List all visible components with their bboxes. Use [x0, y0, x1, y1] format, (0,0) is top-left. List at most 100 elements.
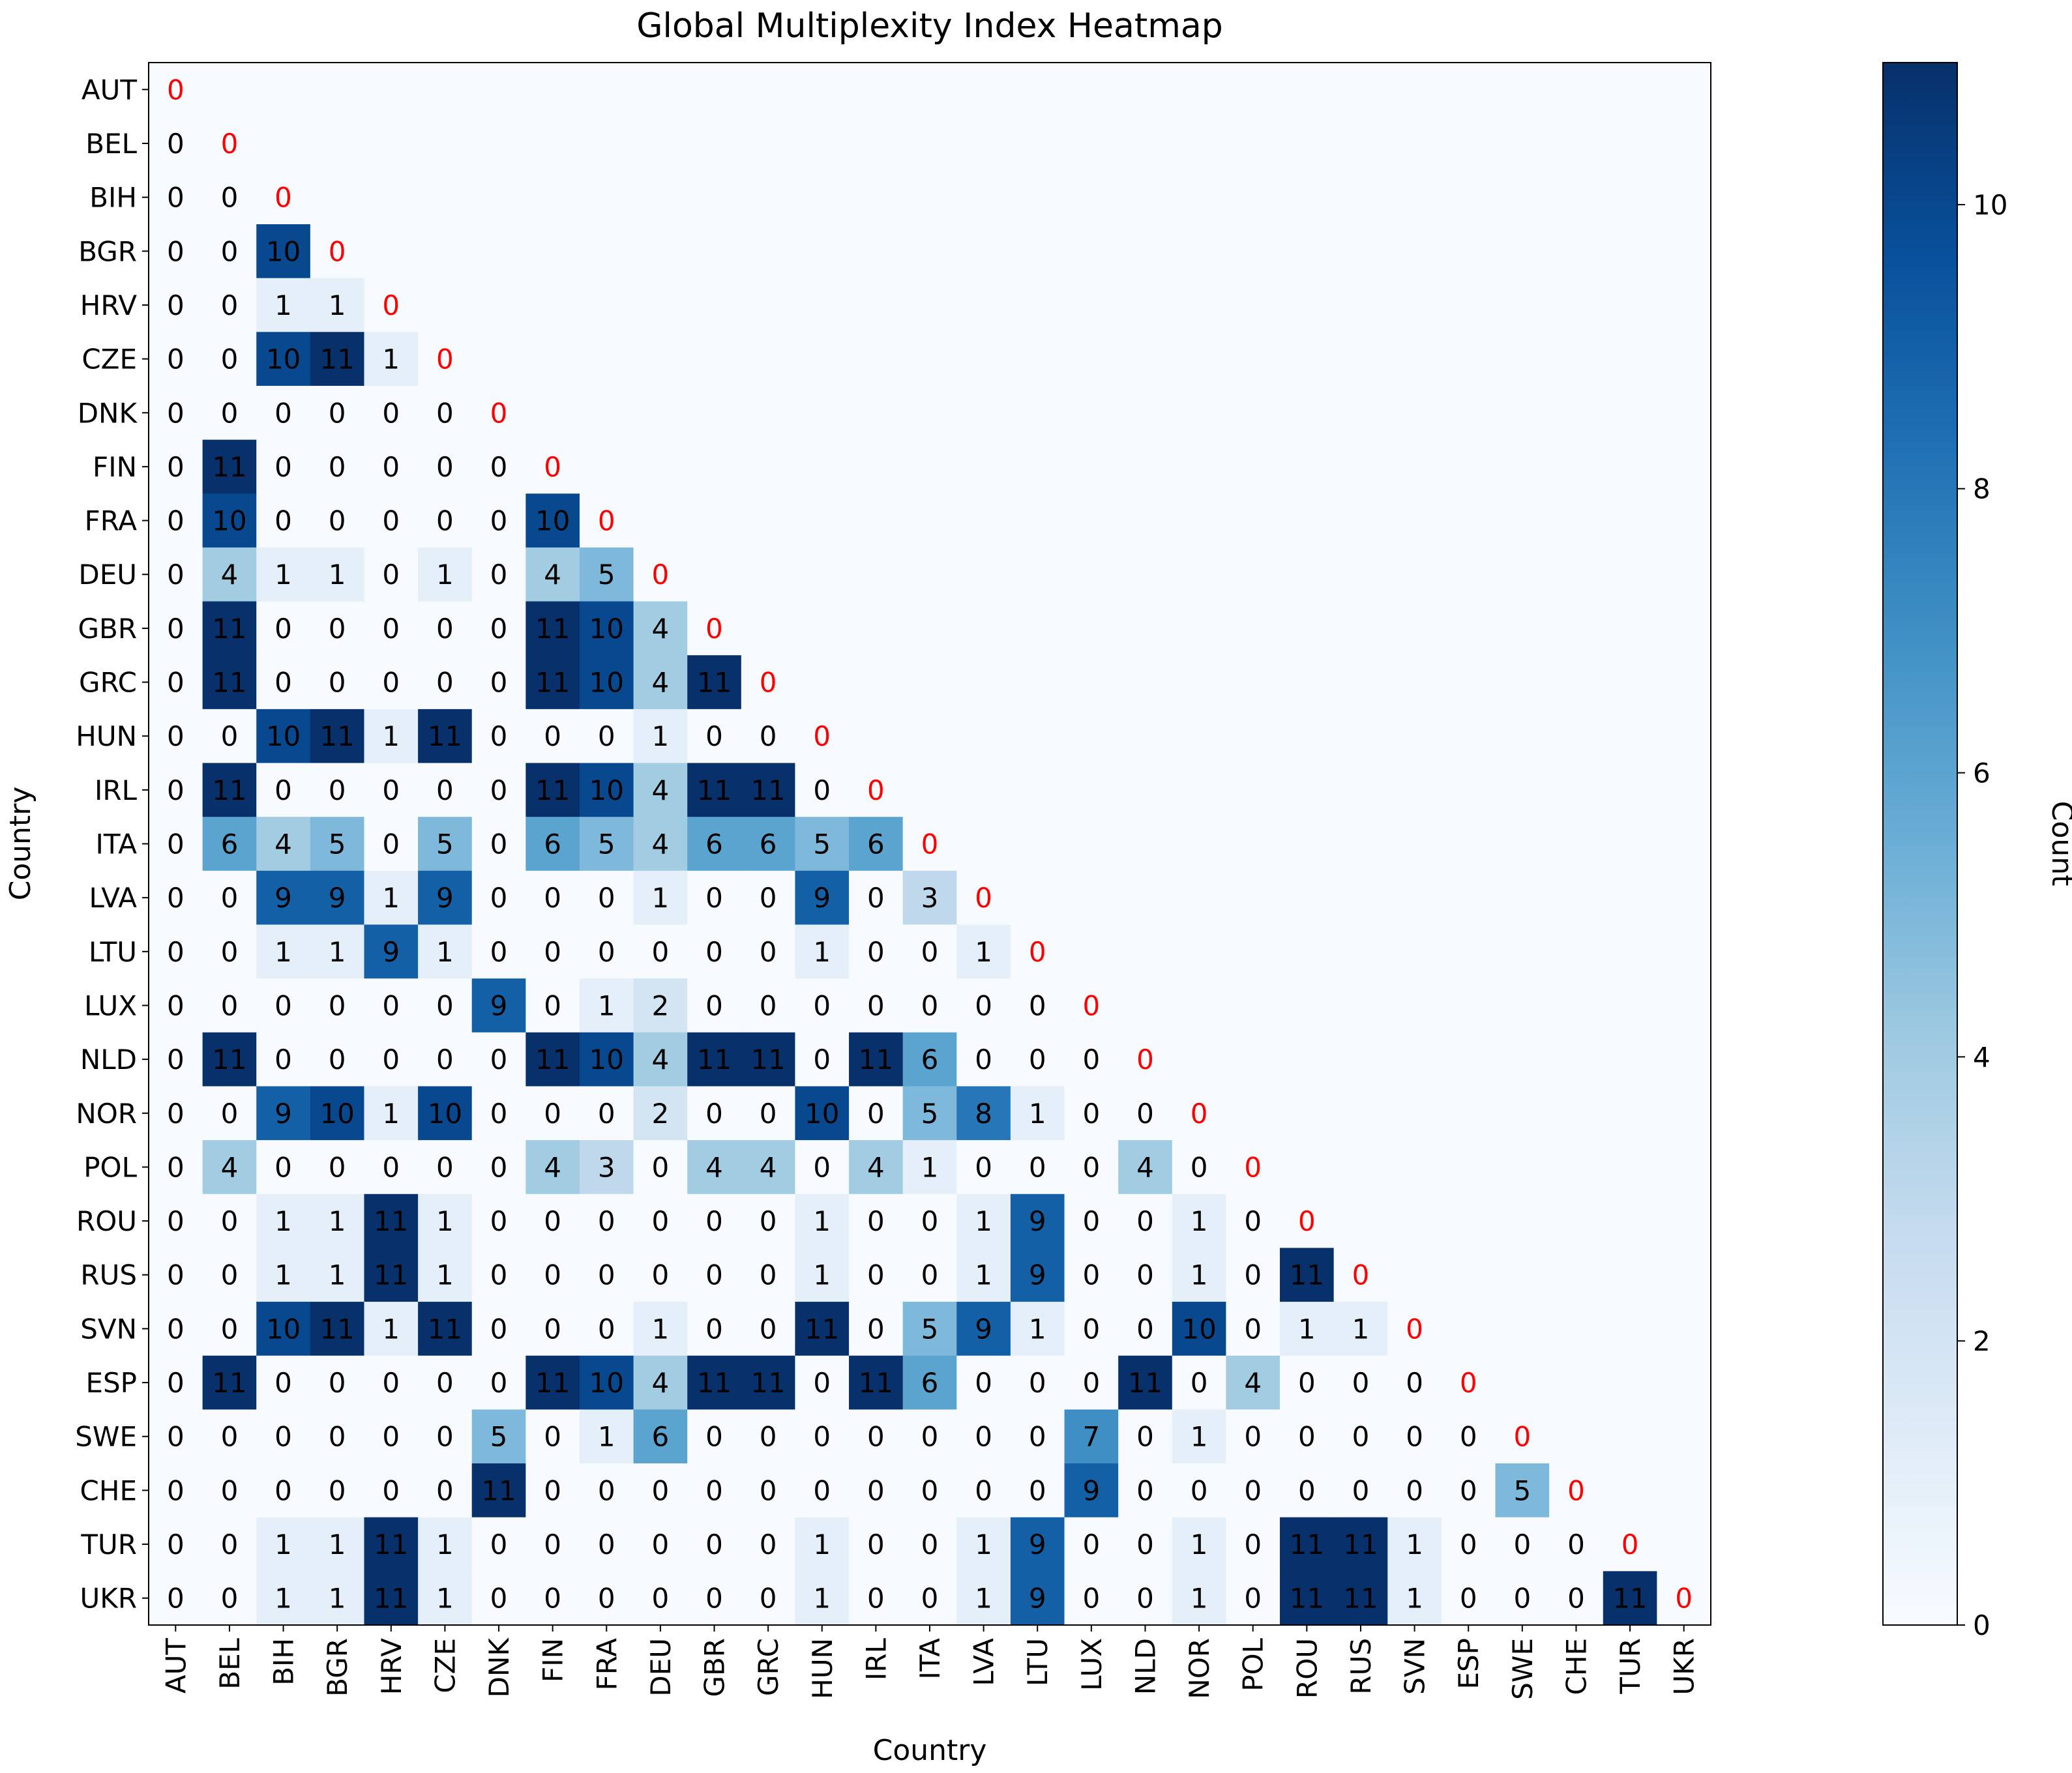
- heatmap-cells: 00 00 0 00 0 10 00 0 1 1 00 0 10 11 1 00 0 0 0 0 0 00 11 0 0 0 0 0 0…: [149, 63, 1711, 1626]
- cell-value: 1: [975, 1259, 992, 1291]
- heatmap-cell: [1495, 1409, 1550, 1464]
- heatmap-cell: [471, 1571, 526, 1626]
- heatmap-cell: [310, 224, 365, 279]
- heatmap-cell: [849, 978, 904, 1033]
- cell-value: 4: [760, 1151, 777, 1183]
- cell-value: 0: [598, 882, 615, 914]
- heatmap-cell: [579, 978, 634, 1033]
- heatmap-cell: [310, 709, 365, 764]
- heatmap-cell: [1387, 1571, 1442, 1626]
- x-tick-label: FIN: [537, 1638, 569, 1682]
- cell-value: 10: [589, 667, 624, 699]
- x-tick-label: CHE: [1560, 1638, 1592, 1695]
- heatmap-cell: [1172, 1463, 1227, 1518]
- cell-value: 9: [975, 1313, 992, 1345]
- cell-value: 0: [1136, 1098, 1154, 1130]
- cell-value: 0: [1029, 1474, 1046, 1506]
- heatmap-cell: [1010, 1409, 1065, 1464]
- heatmap-cell: [364, 1517, 419, 1572]
- heatmap-cell: [1010, 924, 1065, 979]
- heatmap-cell: [364, 1355, 419, 1410]
- cell-value: 0: [867, 1205, 885, 1237]
- cell-value: 11: [750, 1044, 785, 1076]
- heatmap-cell: [1387, 1409, 1442, 1464]
- cell-value: 0: [329, 1474, 346, 1506]
- cell-value: 1: [813, 1205, 831, 1237]
- y-tick-label: NOR: [76, 1098, 137, 1130]
- heatmap-cell: [310, 278, 365, 332]
- cell-value: 5: [329, 828, 346, 860]
- cell-value: 6: [921, 1044, 939, 1076]
- x-tick-label: ROU: [1291, 1638, 1323, 1699]
- heatmap-cell: [1118, 1355, 1173, 1410]
- heatmap-cell: [795, 1140, 850, 1195]
- heatmap-cell: [1226, 1302, 1280, 1356]
- heatmap-cell: [202, 224, 257, 279]
- heatmap-cell: [149, 709, 203, 764]
- cell-value: 0: [274, 1151, 292, 1183]
- cell-value: 0: [490, 1529, 508, 1561]
- cell-value: 4: [221, 1151, 239, 1183]
- cell-value: 0: [867, 1098, 885, 1130]
- cell-value: 0: [221, 1529, 239, 1561]
- heatmap-cell: [202, 655, 257, 710]
- cell-value: 0: [705, 720, 723, 752]
- heatmap-cell: [687, 1355, 742, 1410]
- cell-value: 0: [490, 720, 508, 752]
- heatmap-cell: [202, 870, 257, 926]
- heatmap-cell: [471, 1194, 526, 1249]
- cell-value: 0: [598, 1098, 615, 1130]
- cell-value: 1: [436, 559, 454, 591]
- heatmap-cell: [956, 1517, 1011, 1572]
- cell-value: 0: [705, 1098, 723, 1130]
- heatmap-cell: [687, 1409, 742, 1464]
- cell-value: 11: [428, 1313, 462, 1345]
- heatmap-cell: [1280, 1194, 1335, 1249]
- cell-value: 0: [544, 720, 561, 752]
- cell-value: 0: [1460, 1474, 1477, 1506]
- cell-value: 1: [274, 1529, 292, 1561]
- heatmap-cell: [256, 332, 311, 387]
- heatmap-cell: [579, 655, 634, 710]
- cell-value: 0: [167, 828, 185, 860]
- heatmap-cell: [849, 1248, 904, 1302]
- cell-value: 4: [867, 1151, 885, 1183]
- heatmap-cell: [956, 924, 1011, 979]
- cell-value: 11: [212, 1367, 246, 1399]
- cell-value: 0: [1082, 1205, 1100, 1237]
- heatmap-cell: [364, 1248, 419, 1302]
- x-tick-label: FRA: [591, 1638, 623, 1691]
- heatmap-cell: [741, 1517, 796, 1572]
- cell-value: 0: [167, 882, 185, 914]
- heatmap-cell: [256, 709, 311, 764]
- x-tick-label: BIH: [268, 1638, 300, 1686]
- heatmap-cell: [1441, 1571, 1496, 1626]
- cell-value: 1: [382, 1098, 400, 1130]
- cell-value: 1: [975, 1529, 992, 1561]
- heatmap-cell: [1010, 1086, 1065, 1141]
- cell-value: 0: [221, 235, 239, 267]
- heatmap-cell: [471, 1248, 526, 1302]
- cell-value: 0: [490, 882, 508, 914]
- cell-value: 0: [436, 451, 454, 483]
- heatmap-cell: [1280, 1248, 1335, 1302]
- cell-value: 1: [813, 1259, 831, 1291]
- cell-value: 4: [705, 1151, 723, 1183]
- heatmap-cell: [471, 1409, 526, 1464]
- cell-value: 0: [221, 1474, 239, 1506]
- x-tick-label: LUX: [1076, 1638, 1108, 1691]
- heatmap-cell: [310, 547, 365, 602]
- cell-value: 0: [436, 613, 454, 645]
- heatmap-cell: [256, 493, 311, 548]
- cell-value: 0: [544, 1529, 561, 1561]
- cell-value: 6: [705, 828, 723, 860]
- heatmap-cell: [418, 1302, 473, 1356]
- cell-value: 0: [760, 720, 777, 752]
- cell-value: 1: [274, 936, 292, 968]
- cell-value: 0: [1082, 1044, 1100, 1076]
- heatmap-cell: [418, 655, 473, 710]
- heatmap-cell: [202, 170, 257, 225]
- x-tick-label: POL: [1237, 1637, 1269, 1691]
- heatmap-cell: [364, 978, 419, 1033]
